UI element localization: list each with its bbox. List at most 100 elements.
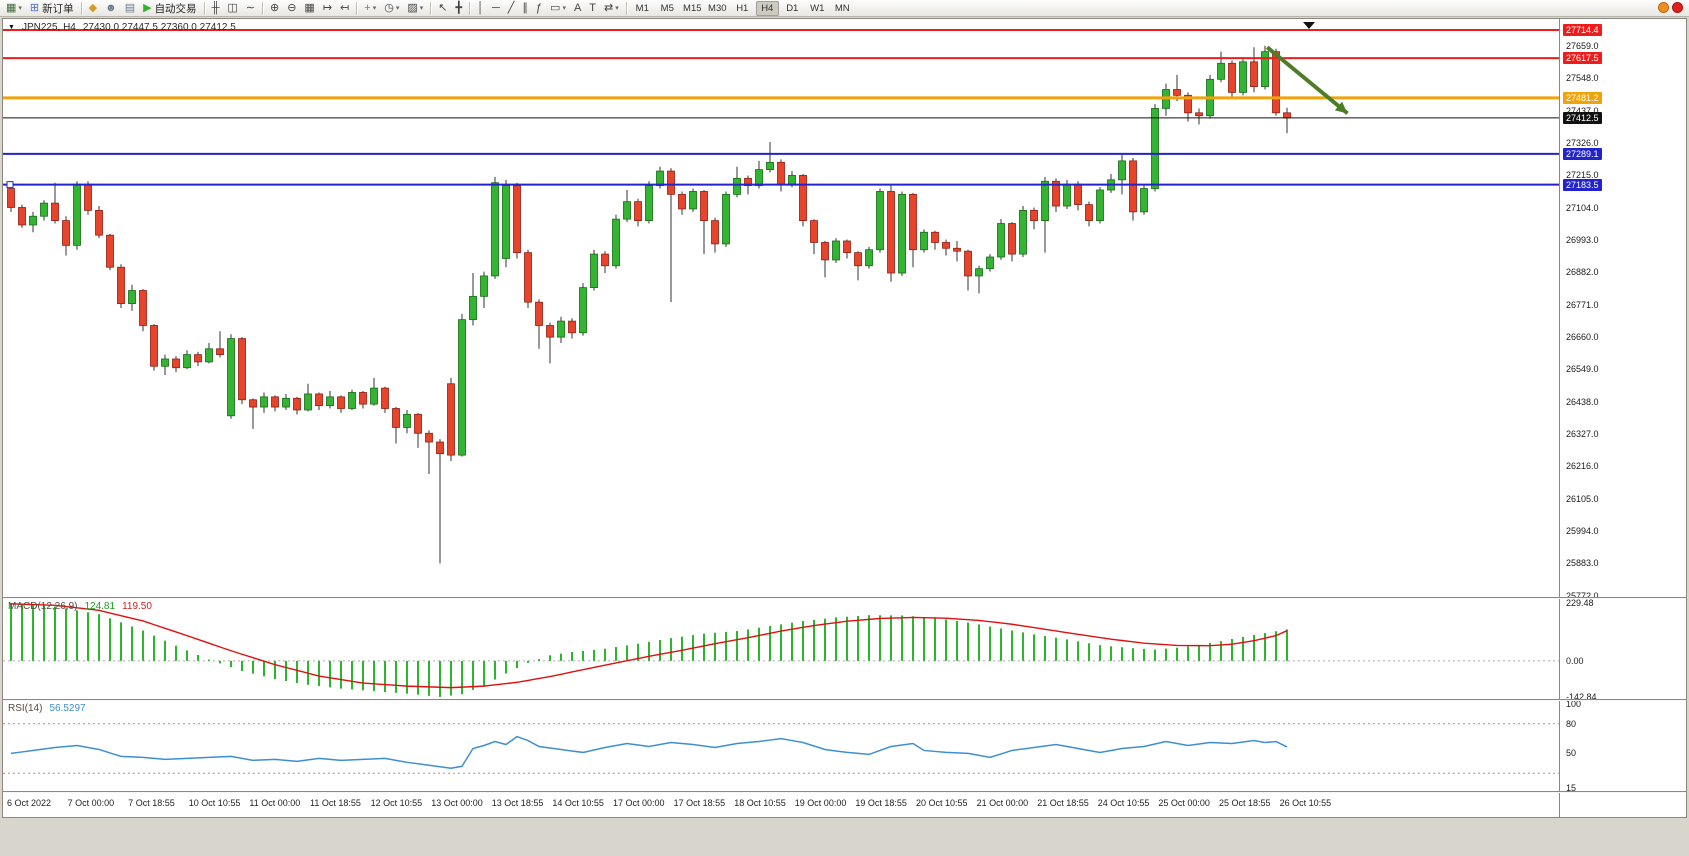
metaeditor-icon: ◆ xyxy=(88,1,98,14)
timeframe-m30-button[interactable]: M30 xyxy=(708,2,727,14)
hline-handle[interactable] xyxy=(6,181,14,189)
bear-candle xyxy=(18,207,26,226)
bull-candle xyxy=(403,413,411,428)
timeframe-d1-button[interactable]: D1 xyxy=(786,2,799,14)
equidistant-channel-button[interactable]: ∥ xyxy=(519,1,531,16)
rsi-panel[interactable] xyxy=(3,701,1559,791)
bull-candle xyxy=(656,170,664,187)
cursor-button[interactable]: ↖ xyxy=(435,1,450,16)
timeframe-m1-button[interactable]: M1 xyxy=(635,2,649,14)
arrows-button[interactable]: ⇄ ▾ xyxy=(601,1,622,16)
indicators-button[interactable]: + ▾ xyxy=(361,1,379,16)
timeframe-mn-button[interactable]: MN xyxy=(834,2,850,14)
bull-candle xyxy=(183,354,191,369)
price-badge-support-2: 27183.5 xyxy=(1563,178,1602,191)
time-label: 24 Oct 10:55 xyxy=(1097,798,1150,808)
bear-candle xyxy=(667,170,675,195)
bear-candle xyxy=(887,191,895,274)
price-marker-triangle-icon[interactable] xyxy=(1303,22,1315,29)
bull-candle xyxy=(788,175,796,185)
bear-candle xyxy=(194,354,202,363)
trend-arrow[interactable] xyxy=(1265,45,1349,115)
bear-candle xyxy=(1008,223,1016,255)
panel-separator[interactable] xyxy=(3,791,1686,793)
tile-windows-button[interactable]: ▦ xyxy=(301,1,317,16)
bear-candle xyxy=(1195,112,1203,117)
bull-candle xyxy=(480,275,488,297)
price-axis[interactable]: 27659.0 27548.0 27437.0 27326.0 27215.0 27104… xyxy=(1559,19,1686,817)
metaeditor-button[interactable]: ◆ xyxy=(86,1,100,16)
bull-candle xyxy=(832,240,840,261)
price-tick: 27659.0 xyxy=(1566,41,1599,52)
bear-candle xyxy=(909,193,917,251)
new-order-button-label: 新订单 xyxy=(42,2,74,15)
toolbar-separator xyxy=(80,1,82,15)
bear-candle xyxy=(249,399,257,408)
auto-scroll-button[interactable]: ↦ xyxy=(320,1,335,16)
timeframe-w1-button[interactable]: W1 xyxy=(810,2,825,14)
bull-candle xyxy=(1096,189,1104,222)
bar-chart-button[interactable]: ╫ xyxy=(209,1,223,16)
autotrading-button[interactable]: ▶ 自动交易 xyxy=(140,1,199,16)
bull-candle xyxy=(986,256,994,270)
bear-candle xyxy=(84,183,92,211)
bull-candle xyxy=(1239,61,1247,93)
panel-separator[interactable] xyxy=(3,597,1686,599)
zoom-out-button[interactable]: ⊖ xyxy=(284,1,299,16)
new-chart-icon: ▦ xyxy=(6,1,17,14)
fibonacci-button[interactable]: ƒ xyxy=(533,1,545,16)
toolbar: ▦ ▾ ⊞ 新订单 ◆ ☻ ▤ ▶ 自动交易 ╫ ◫ ∼ ⊕ ⊖ ▦ ↦ ↤ + ▾ ◷ ▾ ▨ ▾ ↖ ╋ │ ─ ╱ ∥ ƒ ▭ ▾ A T ⇄… xyxy=(0,0,1689,17)
text-label-button[interactable]: T xyxy=(586,1,599,16)
bear-candle xyxy=(678,193,686,210)
crosshair-button[interactable]: ╋ xyxy=(452,1,465,16)
text-button[interactable]: A xyxy=(571,1,584,16)
timeframe-m15-button[interactable]: M15 xyxy=(683,2,702,14)
vertical-line-button[interactable]: │ xyxy=(474,1,487,16)
trend-arrow-head xyxy=(1334,101,1348,114)
timeframe-m5-button[interactable]: M5 xyxy=(660,2,674,14)
chevron-down-icon: ▾ xyxy=(18,5,22,12)
rsi-indicator-label: RSI(14) 56.5297 xyxy=(8,703,86,714)
new-order-button[interactable]: ⊞ 新订单 xyxy=(27,1,77,16)
price-tick: 27326.0 xyxy=(1566,138,1599,149)
bear-candle xyxy=(359,392,367,405)
toolbar-separator xyxy=(203,1,205,15)
timeframe-h1-button[interactable]: H1 xyxy=(736,2,749,14)
bull-candle xyxy=(491,182,499,277)
main-price-chart[interactable] xyxy=(3,19,1559,597)
bear-candle xyxy=(524,252,532,303)
new-chart-button[interactable]: ▦ ▾ xyxy=(3,1,25,16)
periods-button[interactable]: ◷ ▾ xyxy=(381,1,402,16)
bear-candle xyxy=(568,320,576,334)
news-alert-icon[interactable] xyxy=(1672,2,1683,13)
terminal-button[interactable]: ▤ xyxy=(122,1,138,16)
timeframe-h4-button[interactable]: H4 xyxy=(755,0,779,16)
chart-window: ▼ JPN225, H4 27430.0 27447.5 27360.0 274… xyxy=(2,18,1687,818)
line-chart-button[interactable]: ∼ xyxy=(243,1,258,16)
zoom-in-button[interactable]: ⊕ xyxy=(267,1,282,16)
candlestick-chart-button[interactable]: ◫ xyxy=(224,1,240,16)
bear-candle xyxy=(546,325,554,338)
horizontal-line-button[interactable]: ─ xyxy=(489,1,503,16)
time-label: 17 Oct 18:55 xyxy=(673,798,726,808)
navigator-button[interactable]: ☻ xyxy=(102,1,120,16)
trendline-button[interactable]: ╱ xyxy=(505,1,518,16)
bear-candle xyxy=(392,408,400,428)
panel-separator[interactable] xyxy=(3,699,1686,701)
time-label: 21 Oct 18:55 xyxy=(1037,798,1089,808)
bull-candle xyxy=(997,223,1005,258)
templates-button[interactable]: ▨ ▾ xyxy=(404,1,426,16)
bear-candle xyxy=(172,358,180,369)
macd-panel[interactable] xyxy=(3,599,1559,699)
community-notification-icon[interactable] xyxy=(1658,2,1669,13)
price-tick: 26882.0 xyxy=(1566,267,1599,278)
bull-candle xyxy=(733,177,741,195)
bear-candle xyxy=(1283,112,1291,119)
shapes-button[interactable]: ▭ ▾ xyxy=(547,1,569,16)
bull-candle xyxy=(282,397,290,408)
chevron-down-icon: ▾ xyxy=(372,5,377,12)
bear-candle xyxy=(216,348,224,356)
time-axis[interactable]: 6 Oct 2022 7 Oct 00:00 7 Oct 18:55 10 Oct 1… xyxy=(3,793,1559,817)
time-label: 10 Oct 10:55 xyxy=(188,798,241,808)
chart-shift-button[interactable]: ↤ xyxy=(337,1,352,16)
